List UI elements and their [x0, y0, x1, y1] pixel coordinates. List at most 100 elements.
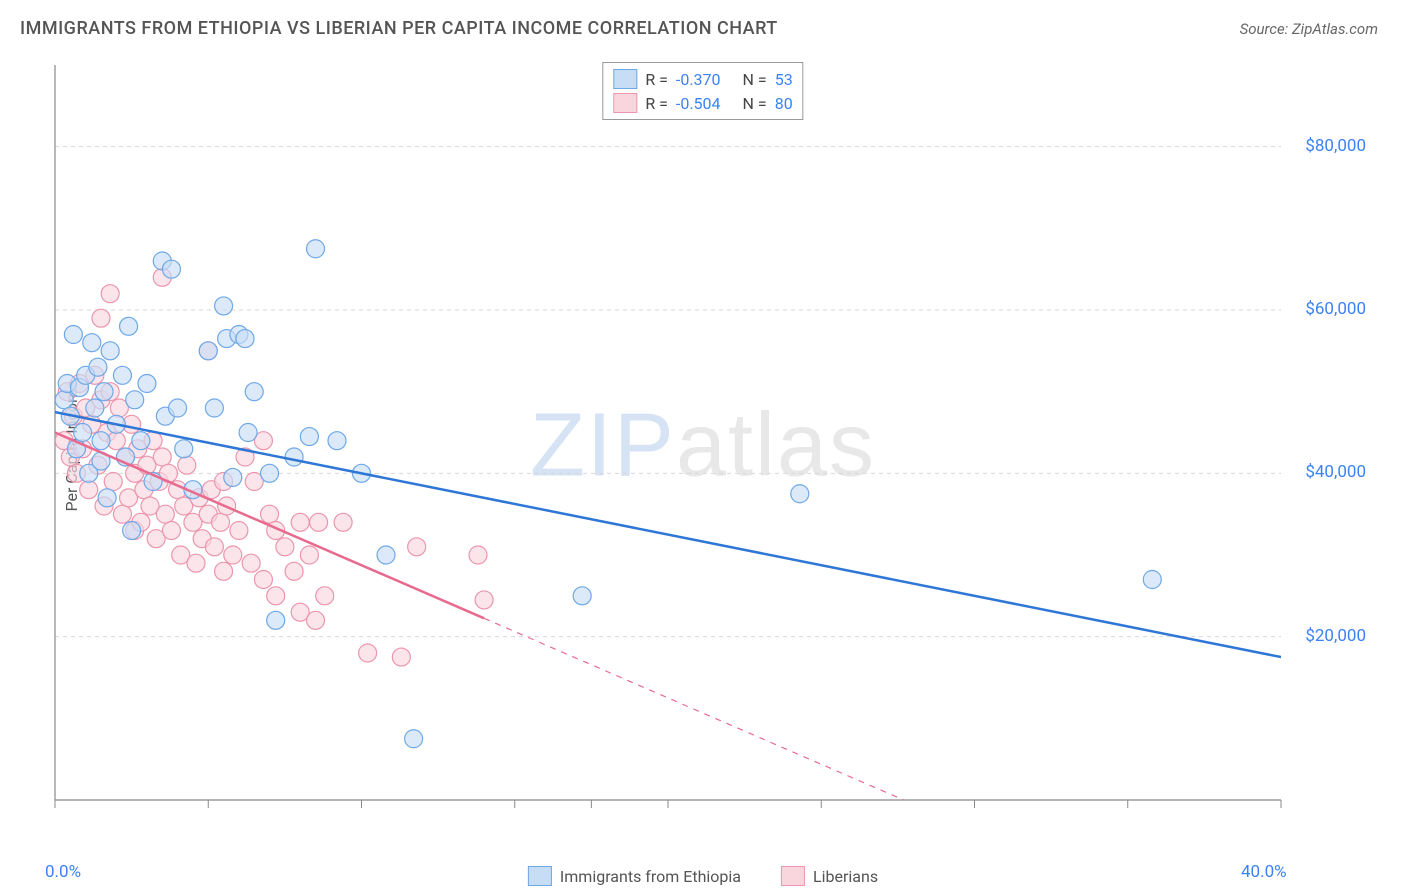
data-point	[291, 513, 309, 531]
data-point	[230, 522, 248, 540]
r-label: R =	[645, 70, 668, 89]
y-tick-label: $80,000	[1305, 136, 1366, 156]
data-point	[169, 399, 187, 417]
legend-item: Liberians	[781, 866, 878, 886]
data-point	[215, 297, 233, 315]
data-point	[123, 522, 141, 540]
data-point	[328, 432, 346, 450]
correlation-legend: R = -0.370 N = 53 R = -0.504 N = 80	[602, 62, 803, 120]
data-point	[307, 240, 325, 258]
x-tick-label: 0.0%	[45, 862, 81, 882]
n-label: N =	[743, 94, 767, 113]
data-point	[224, 546, 242, 564]
y-tick-label: $40,000	[1305, 462, 1366, 482]
data-point	[101, 285, 119, 303]
data-point	[300, 428, 318, 446]
data-point	[310, 513, 328, 531]
data-point	[245, 383, 263, 401]
legend-swatch	[528, 866, 552, 886]
data-point	[215, 562, 233, 580]
data-point	[285, 448, 303, 466]
data-point	[285, 562, 303, 580]
y-tick-label: $20,000	[1305, 626, 1366, 646]
data-point	[98, 489, 116, 507]
data-point	[1143, 571, 1161, 589]
legend-stat-row: R = -0.370 N = 53	[613, 67, 792, 91]
series-legend: Immigrants from Ethiopia Liberians	[528, 866, 878, 886]
r-value: -0.504	[676, 94, 721, 113]
data-point	[276, 538, 294, 556]
legend-swatch	[613, 69, 637, 89]
data-point	[92, 309, 110, 327]
data-point	[392, 648, 410, 666]
data-point	[74, 424, 92, 442]
source-label: Source: ZipAtlas.com	[1240, 20, 1378, 38]
data-point	[267, 587, 285, 605]
data-point	[83, 334, 101, 352]
data-point	[405, 730, 423, 748]
scatter-plot	[50, 55, 1386, 845]
y-tick-label: $60,000	[1305, 299, 1366, 319]
data-point	[205, 538, 223, 556]
data-point	[153, 448, 171, 466]
data-point	[791, 485, 809, 503]
data-point	[86, 399, 104, 417]
data-point	[80, 481, 98, 499]
legend-swatch	[781, 866, 805, 886]
data-point	[212, 513, 230, 531]
data-point	[104, 473, 122, 491]
data-point	[261, 505, 279, 523]
data-point	[254, 571, 272, 589]
data-point	[475, 591, 493, 609]
data-point	[175, 440, 193, 458]
legend-label: Immigrants from Ethiopia	[560, 867, 741, 886]
data-point	[95, 383, 113, 401]
data-point	[92, 432, 110, 450]
data-point	[408, 538, 426, 556]
data-point	[300, 546, 318, 564]
data-point	[242, 554, 260, 572]
data-point	[120, 317, 138, 335]
n-label: N =	[743, 70, 767, 89]
legend-stat-row: R = -0.504 N = 80	[613, 91, 792, 115]
r-label: R =	[645, 94, 668, 113]
data-point	[55, 391, 73, 409]
data-point	[377, 546, 395, 564]
n-value: 53	[775, 70, 793, 89]
data-point	[199, 342, 217, 360]
data-point	[156, 505, 174, 523]
data-point	[64, 326, 82, 344]
r-value: -0.370	[676, 70, 721, 89]
data-point	[316, 587, 334, 605]
data-point	[126, 391, 144, 409]
data-point	[101, 342, 119, 360]
data-point	[359, 644, 377, 662]
data-point	[261, 464, 279, 482]
regression-extrapolation	[484, 618, 1281, 845]
chart-title: IMMIGRANTS FROM ETHIOPIA VS LIBERIAN PER…	[20, 18, 778, 39]
data-point	[178, 456, 196, 474]
legend-label: Liberians	[813, 867, 878, 886]
data-point	[573, 587, 591, 605]
data-point	[307, 611, 325, 629]
legend-swatch	[613, 93, 637, 113]
data-point	[236, 330, 254, 348]
data-point	[138, 375, 156, 393]
data-point	[224, 468, 242, 486]
data-point	[113, 505, 131, 523]
data-point	[334, 513, 352, 531]
data-point	[205, 399, 223, 417]
data-point	[113, 366, 131, 384]
data-point	[239, 424, 257, 442]
data-point	[89, 358, 107, 376]
legend-item: Immigrants from Ethiopia	[528, 866, 741, 886]
data-point	[267, 611, 285, 629]
data-point	[469, 546, 487, 564]
data-point	[132, 432, 150, 450]
n-value: 80	[775, 94, 793, 113]
data-point	[162, 260, 180, 278]
x-tick-label: 40.0%	[1241, 862, 1287, 882]
data-point	[162, 522, 180, 540]
chart-container: IMMIGRANTS FROM ETHIOPIA VS LIBERIAN PER…	[0, 0, 1406, 892]
data-point	[187, 554, 205, 572]
